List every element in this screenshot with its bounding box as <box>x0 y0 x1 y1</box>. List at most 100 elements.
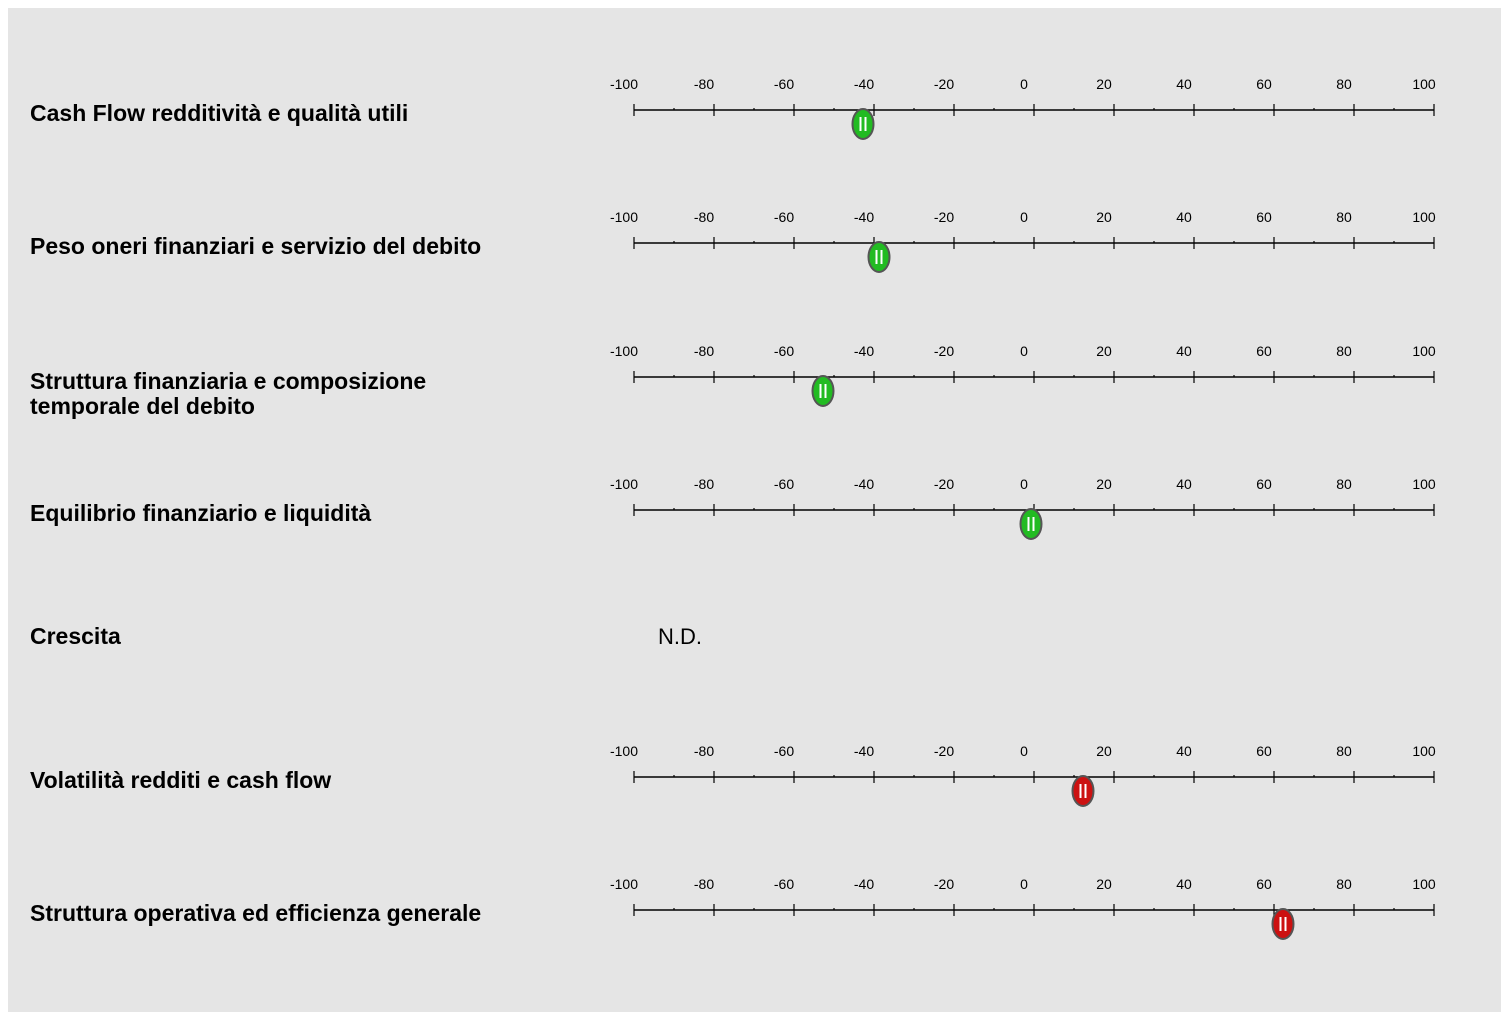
tick-label: 100 <box>1412 876 1436 892</box>
tick-label: 100 <box>1412 209 1436 225</box>
indicator-scale: -100 -80 -60 -40 -20 0 20 40 60 80 100 <box>610 209 1436 273</box>
tick-label: -80 <box>694 343 714 359</box>
tick-label: 80 <box>1336 743 1352 759</box>
tick-label: 100 <box>1412 76 1436 92</box>
tick-label: 40 <box>1176 743 1192 759</box>
tick-label: -20 <box>934 876 954 892</box>
indicator-scale: -100 -80 -60 -40 -20 0 20 40 60 80 100 <box>610 343 1436 407</box>
tick-label: -80 <box>694 743 714 759</box>
tick-label: -80 <box>694 76 714 92</box>
tick-label: -60 <box>774 743 794 759</box>
tick-label: 60 <box>1256 343 1272 359</box>
tick-label: -20 <box>934 343 954 359</box>
tick-label: -100 <box>610 76 638 92</box>
tick-label: 0 <box>1020 209 1028 225</box>
tick-label: 60 <box>1256 476 1272 492</box>
tick-label: 0 <box>1020 343 1028 359</box>
tick-label: -20 <box>934 476 954 492</box>
tick-label: 80 <box>1336 476 1352 492</box>
tick-label: -40 <box>854 743 874 759</box>
tick-label: -100 <box>610 476 638 492</box>
tick-label: 60 <box>1256 209 1272 225</box>
score-marker <box>1071 775 1095 807</box>
score-marker <box>867 241 891 273</box>
tick-label: 0 <box>1020 476 1028 492</box>
indicator-scale: -100 -80 -60 -40 -20 0 20 40 60 80 100 <box>610 76 1436 140</box>
indicator-scale: -100 -80 -60 -40 -20 0 20 40 60 80 100 <box>610 743 1436 807</box>
indicator-row: Crescita N.D. <box>8 600 1501 720</box>
indicator-label: Crescita <box>30 623 121 649</box>
tick-label: 60 <box>1256 76 1272 92</box>
pause-icon <box>875 250 883 264</box>
tick-label: 80 <box>1336 343 1352 359</box>
indicator-label: Equilibrio finanziario e liquidità <box>30 500 372 526</box>
tick-label: -40 <box>854 343 874 359</box>
tick-label: -80 <box>694 876 714 892</box>
tick-label: -40 <box>854 876 874 892</box>
pause-icon <box>1279 917 1287 931</box>
indicator-label: Peso oneri finanziari e servizio del deb… <box>30 233 482 259</box>
indicator-row: Volatilità redditi e cash flow -100 -80 -6… <box>8 733 1501 853</box>
score-marker <box>1019 508 1043 540</box>
tick-label: -60 <box>774 476 794 492</box>
tick-label: -20 <box>934 743 954 759</box>
tick-label: 20 <box>1096 743 1112 759</box>
pause-icon <box>819 384 827 398</box>
tick-label: -80 <box>694 209 714 225</box>
tick-label: -100 <box>610 343 638 359</box>
tick-label: 40 <box>1176 343 1192 359</box>
indicator-row: Struttura finanziaria e composizione tem… <box>8 333 1501 453</box>
tick-label: -60 <box>774 876 794 892</box>
indicator-label: Volatilità redditi e cash flow <box>30 767 332 793</box>
tick-label: -100 <box>610 876 638 892</box>
marker-ellipse <box>1271 908 1295 940</box>
tick-label: 20 <box>1096 343 1112 359</box>
indicator-row: Struttura operativa ed efficienza genera… <box>8 866 1501 986</box>
tick-label: 100 <box>1412 476 1436 492</box>
pause-icon <box>1079 784 1087 798</box>
tick-label: 40 <box>1176 209 1192 225</box>
score-marker <box>1271 908 1295 940</box>
score-marker <box>811 375 835 407</box>
indicator-label: Cash Flow redditività e qualità utili <box>30 100 409 126</box>
score-marker <box>851 108 875 140</box>
marker-ellipse <box>1019 508 1043 540</box>
tick-label: -80 <box>694 476 714 492</box>
tick-label: 40 <box>1176 76 1192 92</box>
tick-label: -60 <box>774 343 794 359</box>
tick-label: 80 <box>1336 209 1352 225</box>
tick-label: 60 <box>1256 876 1272 892</box>
pause-icon <box>1027 517 1035 531</box>
tick-label: -20 <box>934 76 954 92</box>
tick-label: -100 <box>610 743 638 759</box>
marker-ellipse <box>867 241 891 273</box>
tick-label: 20 <box>1096 876 1112 892</box>
not-available-text: N.D. <box>658 624 702 649</box>
tick-label: 20 <box>1096 476 1112 492</box>
pause-icon <box>859 117 867 131</box>
tick-label: 40 <box>1176 476 1192 492</box>
tick-label: 80 <box>1336 876 1352 892</box>
tick-label: -60 <box>774 76 794 92</box>
indicator-label: Struttura finanziaria e composizione tem… <box>30 368 427 419</box>
tick-label: 100 <box>1412 743 1436 759</box>
tick-label: 0 <box>1020 76 1028 92</box>
tick-label: 0 <box>1020 876 1028 892</box>
tick-label: -60 <box>774 209 794 225</box>
tick-label: -40 <box>854 209 874 225</box>
tick-label: 20 <box>1096 76 1112 92</box>
marker-ellipse <box>1071 775 1095 807</box>
tick-label: 60 <box>1256 743 1272 759</box>
tick-label: -100 <box>610 209 638 225</box>
indicator-label: Struttura operativa ed efficienza genera… <box>30 900 482 926</box>
indicator-row: Equilibrio finanziario e liquidità -100 -… <box>8 466 1501 586</box>
tick-label: 20 <box>1096 209 1112 225</box>
indicator-scale: -100 -80 -60 -40 -20 0 20 40 60 80 100 <box>610 876 1436 940</box>
marker-ellipse <box>811 375 835 407</box>
indicators-panel: Cash Flow redditività e qualità utili -1… <box>8 8 1501 1012</box>
marker-ellipse <box>851 108 875 140</box>
tick-label: -40 <box>854 76 874 92</box>
tick-label: 0 <box>1020 743 1028 759</box>
tick-label: 40 <box>1176 876 1192 892</box>
tick-label: 100 <box>1412 343 1436 359</box>
